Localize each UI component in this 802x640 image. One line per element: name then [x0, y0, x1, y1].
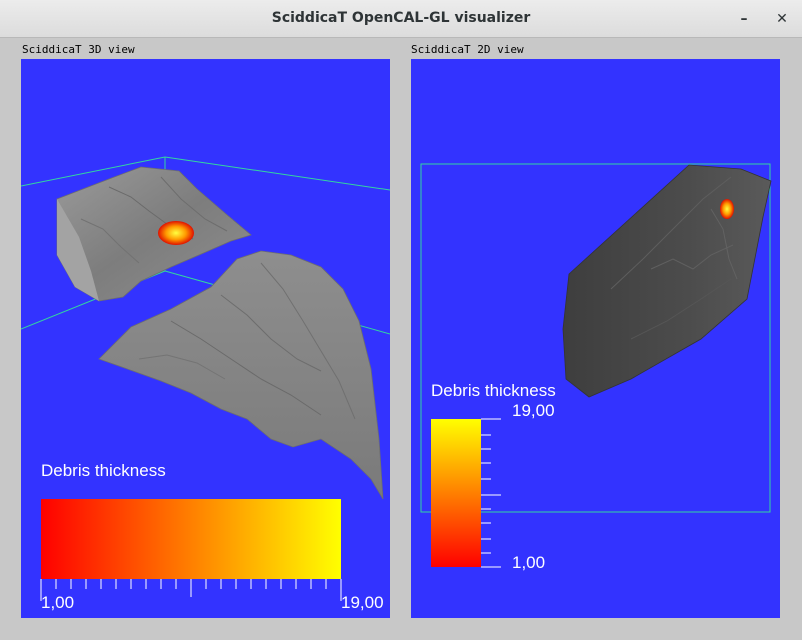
legend-max-2d: 19,00: [512, 401, 555, 420]
debris-hotspot-2d: [720, 199, 734, 219]
legend-min-3d: 1,00: [41, 593, 75, 612]
bounding-box-2d: [420, 163, 771, 513]
legend-gradient-3d: [41, 499, 341, 579]
minimize-icon: –: [740, 11, 748, 27]
view2d-canvas[interactable]: Debris thickness 19,00 1,00: [411, 59, 780, 618]
legend-max-3d: 19,00: [341, 593, 384, 612]
view2d-label: SciddicaT 2D view: [411, 43, 524, 56]
close-button[interactable]: ✕: [771, 8, 793, 30]
window-title: SciddicaT OpenCAL-GL visualizer: [271, 10, 531, 26]
legend-ticks-3d: [40, 579, 342, 601]
legend-title-2d: Debris thickness: [431, 381, 556, 400]
legend-gradient-2d: [431, 419, 481, 567]
view3d-canvas[interactable]: Debris thickness 1,00 19,00: [21, 59, 390, 618]
title-bar[interactable]: SciddicaT OpenCAL-GL visualizer – ✕: [0, 0, 802, 38]
terrain-upper: [56, 166, 252, 302]
terrain-lower: [98, 250, 384, 500]
minimize-button[interactable]: –: [733, 8, 755, 30]
view3d-label: SciddicaT 3D view: [22, 43, 135, 56]
view2d-scene: [420, 163, 772, 568]
legend-ticks-2d: [481, 418, 501, 568]
terrain-2d: [562, 164, 772, 398]
debris-hotspot-3d: [158, 221, 194, 245]
close-icon: ✕: [776, 11, 788, 27]
view3d-scene: [21, 156, 390, 601]
legend-title-3d: Debris thickness: [41, 461, 166, 480]
legend-min-2d: 1,00: [512, 553, 546, 572]
